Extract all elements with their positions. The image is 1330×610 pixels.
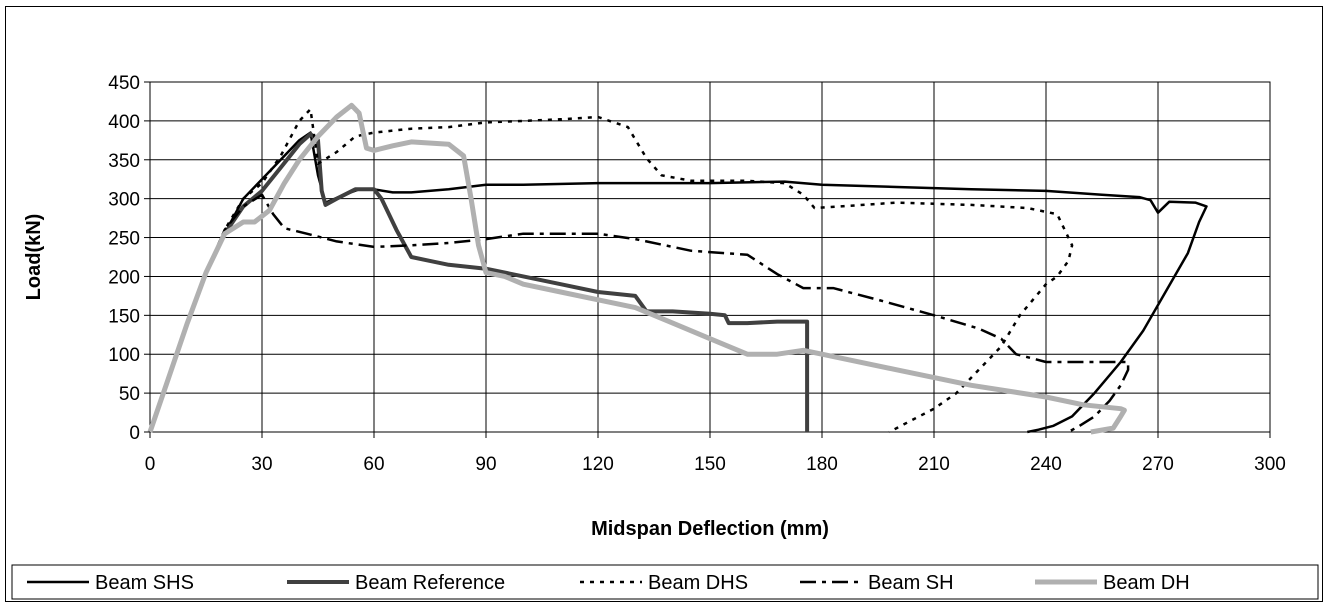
grid-lines: [150, 82, 1270, 432]
x-tick-label: 90: [475, 454, 496, 475]
x-tick-label: 0: [145, 454, 156, 475]
y-tick-label: 250: [108, 229, 140, 250]
y-tick-label: 200: [108, 267, 140, 288]
y-tick-label: 300: [108, 190, 140, 211]
x-tick-label: 120: [582, 454, 614, 475]
x-tick-label: 180: [806, 454, 838, 475]
legend-label: Beam Reference: [355, 572, 505, 594]
x-tick-label: 300: [1254, 454, 1286, 475]
y-tick-label: 450: [108, 73, 140, 94]
y-tick-label: 0: [129, 423, 140, 444]
series-line-beam-shs: [148, 131, 1208, 434]
series-line-beam-reference: [148, 132, 810, 433]
x-tick-label: 210: [918, 454, 950, 475]
series-line-beam-sh: [148, 193, 1130, 434]
legend-box: [11, 564, 1319, 600]
y-tick-label: 350: [108, 151, 140, 172]
x-tick-label: 240: [1030, 454, 1062, 475]
y-axis-title: Load(kN): [23, 214, 45, 301]
series-line-beam-dh: [147, 102, 1127, 435]
x-tick-label: 150: [694, 454, 726, 475]
x-axis-title: Midspan Deflection (mm): [591, 518, 829, 540]
series-line-beam-dhs: [148, 107, 1074, 434]
series-lines: [147, 102, 1208, 435]
y-tick-label: 50: [119, 384, 140, 405]
legend-label: Beam DH: [1103, 572, 1190, 594]
x-tick-label: 30: [251, 454, 272, 475]
x-tick-label: 60: [363, 454, 384, 475]
y-tick-label: 100: [108, 345, 140, 366]
legend-label: Beam DHS: [648, 572, 748, 594]
y-tick-label: 150: [108, 306, 140, 327]
x-tick-label: 270: [1142, 454, 1174, 475]
legend: Beam SHS Beam Reference Beam DHS Beam SH Bea…: [11, 564, 1319, 600]
y-tick-label: 400: [108, 112, 140, 133]
legend-label: Beam SHS: [95, 572, 194, 594]
legend-label: Beam SH: [868, 572, 954, 594]
chart-frame: [5, 6, 1323, 602]
x-axis-ticks: 0 30 60 90 120 150 180 210 240 270 300: [145, 432, 1286, 475]
y-axis-ticks: 0 50 100 150 200 250 300 350 400 450: [108, 73, 150, 444]
